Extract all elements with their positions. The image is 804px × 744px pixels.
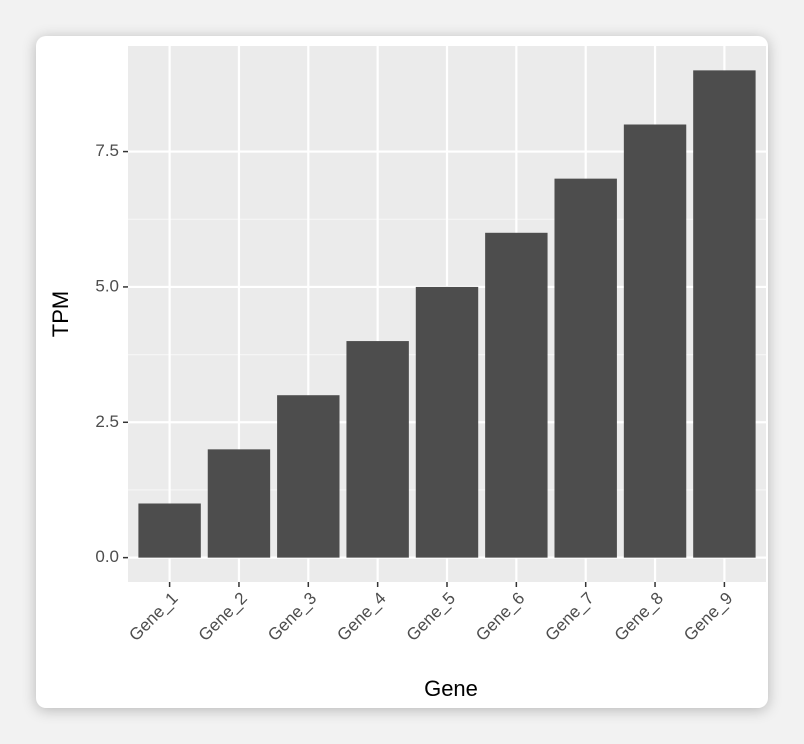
bar [415,286,479,558]
y-tick-label: 7.5 [95,141,119,160]
bar [693,70,756,558]
bar [623,124,687,558]
bar [138,503,201,558]
bar [554,178,617,558]
x-tick-label: Gene_3 [264,589,320,645]
x-tick-label: Gene_2 [195,589,251,645]
marks [138,70,756,558]
x-axis-label: Gene [424,676,478,701]
x-tick-label: Gene_5 [403,589,459,645]
x-tick-label: Gene_8 [611,589,667,645]
x-tick-label: Gene_6 [472,589,528,645]
y-tick-label: 5.0 [95,276,119,295]
x-tick-label: Gene_7 [541,589,597,645]
x-tick-label: Gene_1 [125,589,181,645]
x-tick-label: Gene_4 [333,589,389,645]
bar [277,395,340,558]
bar [485,232,548,558]
bar [207,449,271,558]
y-tick-label: 0.0 [95,547,119,566]
y-axis-label: TPM [48,291,73,337]
bar [346,341,409,558]
x-tick-label: Gene_9 [680,589,736,645]
y-tick-label: 2.5 [95,412,119,431]
